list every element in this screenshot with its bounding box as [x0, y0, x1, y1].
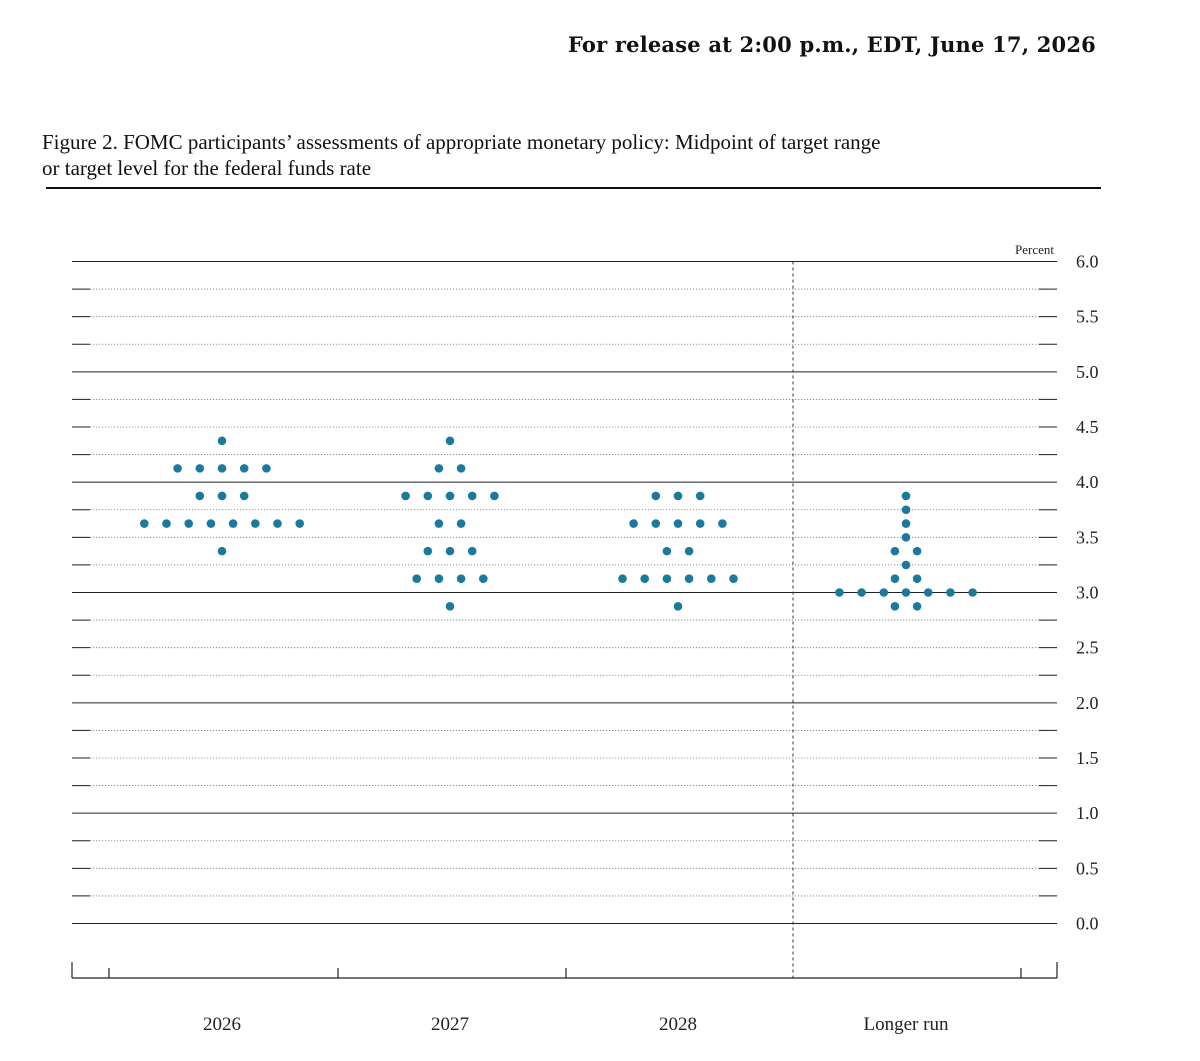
y-tick-label: 4.0 [1076, 472, 1099, 492]
dot-2028 [673, 601, 683, 611]
dot-2028 [729, 574, 738, 584]
dot-2027 [445, 491, 455, 501]
dot-longer-run [835, 588, 844, 597]
dot-2027 [445, 601, 455, 611]
dot-2027 [434, 574, 444, 584]
dot-2026 [251, 519, 260, 528]
dot-2028 [673, 519, 683, 528]
dot-longer-run [857, 588, 866, 597]
dot-2026 [217, 436, 227, 446]
dot-2026 [162, 519, 171, 528]
dot-longer-run [912, 601, 922, 611]
dot-2028 [662, 574, 672, 584]
y-tick-label: 6.0 [1076, 252, 1099, 272]
dot-longer-run [890, 601, 900, 611]
dot-longer-run [901, 560, 911, 570]
dot-longer-run [923, 588, 933, 597]
dot-2026 [184, 519, 193, 528]
dot-2028 [651, 519, 661, 528]
dot-2026 [173, 464, 182, 473]
y-tick-label: 5.5 [1076, 307, 1099, 327]
dot-2027 [456, 464, 466, 473]
dot-2028 [684, 574, 694, 584]
dot-2027 [467, 546, 477, 556]
y-tick-label: 2.5 [1076, 638, 1099, 658]
dot-2027 [467, 491, 477, 501]
y-tick-label: 3.5 [1076, 527, 1099, 547]
y-tick-label: 1.5 [1076, 748, 1099, 768]
dot-2026 [217, 464, 227, 473]
dot-2026 [217, 546, 227, 556]
y-tick-label: 0.5 [1076, 858, 1099, 878]
y-unit-label: Percent [1015, 242, 1054, 257]
figure-caption-line2: or target level for the federal funds ra… [42, 156, 372, 180]
dot-2027 [412, 574, 422, 584]
dot-2028 [618, 574, 627, 584]
dot-longer-run [901, 491, 911, 501]
dot-2027 [423, 491, 433, 501]
dot-2028 [684, 546, 694, 556]
y-tick-label: 0.0 [1076, 914, 1099, 934]
dot-2026 [273, 519, 282, 528]
dot-2026 [239, 464, 249, 473]
x-category-label: 2028 [659, 1014, 697, 1035]
caption-rule [46, 187, 1101, 189]
dot-longer-run [912, 546, 922, 556]
dot-2027 [490, 491, 499, 501]
dot-2026 [239, 491, 249, 501]
release-notice: For release at 2:00 p.m., EDT, June 17, … [567, 32, 1096, 57]
dot-2027 [434, 464, 444, 473]
dot-2027 [456, 519, 466, 528]
dot-2028 [673, 491, 683, 501]
dot-longer-run [912, 574, 922, 584]
dot-longer-run [879, 588, 889, 597]
dot-2026 [206, 519, 216, 528]
dot-2028 [695, 491, 705, 501]
figure-caption: Figure 2. FOMC participants’ assessments… [42, 129, 1052, 181]
dot-2027 [445, 546, 455, 556]
y-tick-label: 5.0 [1076, 362, 1099, 382]
dot-2027 [401, 491, 410, 501]
dot-longer-run [890, 574, 900, 584]
y-tick-label: 4.5 [1076, 417, 1099, 437]
dot-2028 [629, 519, 638, 528]
dot-2028 [651, 491, 661, 501]
dot-2026 [217, 491, 227, 501]
dot-longer-run [901, 519, 911, 528]
dot-2028 [695, 519, 705, 528]
dot-2027 [479, 574, 488, 584]
dot-longer-run [901, 505, 911, 515]
dot-2026 [295, 519, 305, 528]
y-tick-label: 1.0 [1076, 803, 1099, 823]
dot-2026 [195, 464, 205, 473]
y-tick-label: 2.0 [1076, 693, 1099, 713]
dot-2028 [640, 574, 649, 584]
dot-longer-run [901, 533, 911, 542]
dot-longer-run [968, 588, 977, 597]
y-tick-label: 3.0 [1076, 583, 1099, 603]
dot-2027 [434, 519, 444, 528]
dot-2027 [423, 546, 433, 556]
figure-caption-line1: Figure 2. FOMC participants’ assessments… [42, 130, 881, 154]
dot-longer-run [890, 546, 900, 556]
x-category-label: Longer run [864, 1014, 949, 1035]
dot-2028 [707, 574, 716, 584]
dot-2027 [445, 436, 455, 446]
dot-2028 [662, 546, 672, 556]
dot-longer-run [901, 588, 911, 597]
dot-2027 [456, 574, 466, 584]
dot-longer-run [946, 588, 955, 597]
dot-2028 [718, 519, 727, 528]
dot-2026 [195, 491, 205, 501]
dot-2026 [228, 519, 238, 528]
dot-2026 [262, 464, 271, 473]
x-category-label: 2026 [203, 1014, 241, 1035]
dot-2026 [140, 519, 149, 528]
x-category-label: 2027 [431, 1014, 469, 1035]
